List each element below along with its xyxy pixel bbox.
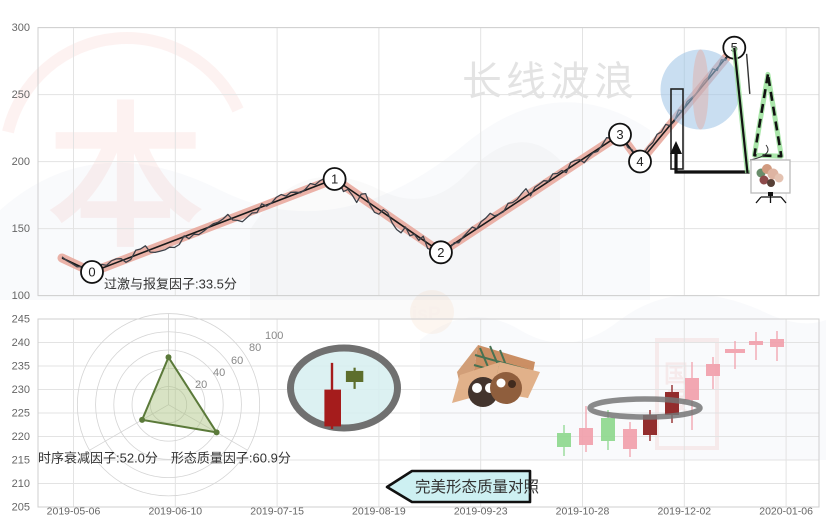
svg-text:4: 4	[636, 154, 643, 169]
svg-text:100: 100	[12, 290, 30, 302]
svg-text:220: 220	[12, 431, 30, 443]
svg-text:2019-05-06: 2019-05-06	[47, 506, 101, 518]
svg-text:2: 2	[437, 245, 444, 260]
svg-text:2019-08-19: 2019-08-19	[352, 506, 406, 518]
svg-text:isP: isP	[412, 304, 441, 325]
svg-text:0: 0	[88, 265, 95, 280]
svg-text:80: 80	[249, 342, 261, 354]
svg-text:150: 150	[12, 223, 30, 235]
svg-text:250: 250	[12, 89, 30, 101]
svg-text:1: 1	[331, 172, 338, 187]
svg-text:3: 3	[616, 127, 623, 142]
svg-text:2019-06-10: 2019-06-10	[148, 506, 202, 518]
svg-text:225: 225	[12, 408, 30, 420]
svg-text:40: 40	[213, 367, 225, 379]
svg-text:过激与报复因子:33.5分: 过激与报复因子:33.5分	[104, 277, 237, 292]
svg-text:215: 215	[12, 455, 30, 467]
svg-text:300: 300	[12, 22, 30, 34]
svg-text:2019-12-02: 2019-12-02	[657, 506, 711, 518]
svg-text:60: 60	[231, 355, 243, 367]
svg-text:2020-01-06: 2020-01-06	[759, 506, 813, 518]
svg-text:235: 235	[12, 361, 30, 373]
svg-text:205: 205	[12, 502, 30, 514]
svg-text:2019-10-28: 2019-10-28	[556, 506, 610, 518]
svg-text:完美形态质量对照: 完美形态质量对照	[415, 478, 539, 496]
svg-text:200: 200	[12, 156, 30, 168]
svg-text:长线波浪: 长线波浪	[462, 60, 638, 104]
svg-text:时序衰减因子:52.0分 形态质量因子:60.9分: 时序衰减因子:52.0分 形态质量因子:60.9分	[38, 451, 291, 466]
svg-text:240: 240	[12, 337, 30, 349]
svg-text:2019-07-15: 2019-07-15	[250, 506, 304, 518]
svg-text:20: 20	[195, 379, 207, 391]
svg-text:2019-09-23: 2019-09-23	[454, 506, 508, 518]
svg-text:100: 100	[265, 330, 283, 342]
svg-text:230: 230	[12, 384, 30, 396]
svg-text:210: 210	[12, 478, 30, 490]
svg-text:245: 245	[12, 314, 30, 326]
